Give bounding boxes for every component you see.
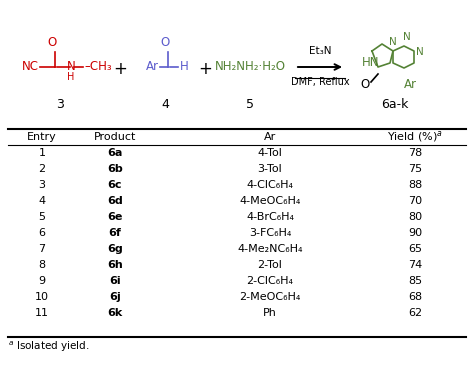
Text: 10: 10 xyxy=(35,292,49,302)
Text: 6g: 6g xyxy=(107,244,123,254)
Text: Ph: Ph xyxy=(263,308,277,318)
Text: 5: 5 xyxy=(38,212,46,222)
Text: N: N xyxy=(403,32,411,42)
Text: 4-ClC₆H₄: 4-ClC₆H₄ xyxy=(246,180,293,190)
Text: 7: 7 xyxy=(38,244,46,254)
Text: $^{a}$ Isolated yield.: $^{a}$ Isolated yield. xyxy=(8,340,90,354)
Text: Et₃N: Et₃N xyxy=(309,46,331,56)
Text: N: N xyxy=(67,61,75,73)
Text: O: O xyxy=(47,36,56,49)
Text: NC: NC xyxy=(22,61,39,73)
Text: 6k: 6k xyxy=(108,308,123,318)
Text: 4: 4 xyxy=(161,98,169,110)
Text: 6j: 6j xyxy=(109,292,121,302)
Text: Entry: Entry xyxy=(27,132,57,142)
Text: DMF, Reflux: DMF, Reflux xyxy=(291,77,349,87)
Text: 6d: 6d xyxy=(107,196,123,206)
Text: 85: 85 xyxy=(408,276,422,286)
Text: +: + xyxy=(198,60,212,78)
Text: 90: 90 xyxy=(408,228,422,238)
Text: 2-ClC₆H₄: 2-ClC₆H₄ xyxy=(246,276,293,286)
Text: 4-MeOC₆H₄: 4-MeOC₆H₄ xyxy=(239,196,301,206)
Text: 62: 62 xyxy=(408,308,422,318)
Text: –CH₃: –CH₃ xyxy=(84,61,111,73)
Text: 6: 6 xyxy=(38,228,46,238)
Text: 6h: 6h xyxy=(107,260,123,270)
Text: 6e: 6e xyxy=(107,212,123,222)
Text: 88: 88 xyxy=(408,180,422,190)
Text: 5: 5 xyxy=(246,98,254,110)
Text: +: + xyxy=(113,60,127,78)
Text: 78: 78 xyxy=(408,148,422,158)
Text: H: H xyxy=(67,72,75,82)
Text: HN: HN xyxy=(362,57,380,69)
Text: 11: 11 xyxy=(35,308,49,318)
Text: 6c: 6c xyxy=(108,180,122,190)
Text: 4-Me₂NC₆H₄: 4-Me₂NC₆H₄ xyxy=(237,244,303,254)
Text: 3-Tol: 3-Tol xyxy=(258,164,283,174)
Text: 3: 3 xyxy=(56,98,64,110)
Text: 4-Tol: 4-Tol xyxy=(257,148,283,158)
Text: Ar: Ar xyxy=(146,61,158,73)
Text: 2: 2 xyxy=(38,164,46,174)
Text: 8: 8 xyxy=(38,260,46,270)
Text: Yield (%)$^{a}$: Yield (%)$^{a}$ xyxy=(387,130,443,145)
Text: 6a-k: 6a-k xyxy=(381,98,409,110)
Text: 6a: 6a xyxy=(107,148,123,158)
Text: 6b: 6b xyxy=(107,164,123,174)
Text: 3-FC₆H₄: 3-FC₆H₄ xyxy=(249,228,291,238)
Text: 9: 9 xyxy=(38,276,46,286)
Text: 68: 68 xyxy=(408,292,422,302)
Text: 4-BrC₆H₄: 4-BrC₆H₄ xyxy=(246,212,294,222)
Text: 3: 3 xyxy=(38,180,46,190)
Text: 80: 80 xyxy=(408,212,422,222)
Text: 2-Tol: 2-Tol xyxy=(257,260,283,270)
Text: Ar: Ar xyxy=(403,77,417,91)
Text: N: N xyxy=(416,47,424,57)
Text: Ar: Ar xyxy=(264,132,276,142)
Text: 1: 1 xyxy=(38,148,46,158)
Text: 6f: 6f xyxy=(109,228,121,238)
Text: O: O xyxy=(360,77,370,91)
Text: 75: 75 xyxy=(408,164,422,174)
Text: 65: 65 xyxy=(408,244,422,254)
Text: N: N xyxy=(389,37,397,47)
Text: Product: Product xyxy=(94,132,136,142)
Text: NH₂NH₂·H₂O: NH₂NH₂·H₂O xyxy=(215,61,285,73)
Text: H: H xyxy=(180,61,189,73)
Text: 2-MeOC₆H₄: 2-MeOC₆H₄ xyxy=(239,292,301,302)
Text: 70: 70 xyxy=(408,196,422,206)
Text: 6i: 6i xyxy=(109,276,121,286)
Text: O: O xyxy=(160,36,170,49)
Text: 4: 4 xyxy=(38,196,46,206)
Text: 74: 74 xyxy=(408,260,422,270)
